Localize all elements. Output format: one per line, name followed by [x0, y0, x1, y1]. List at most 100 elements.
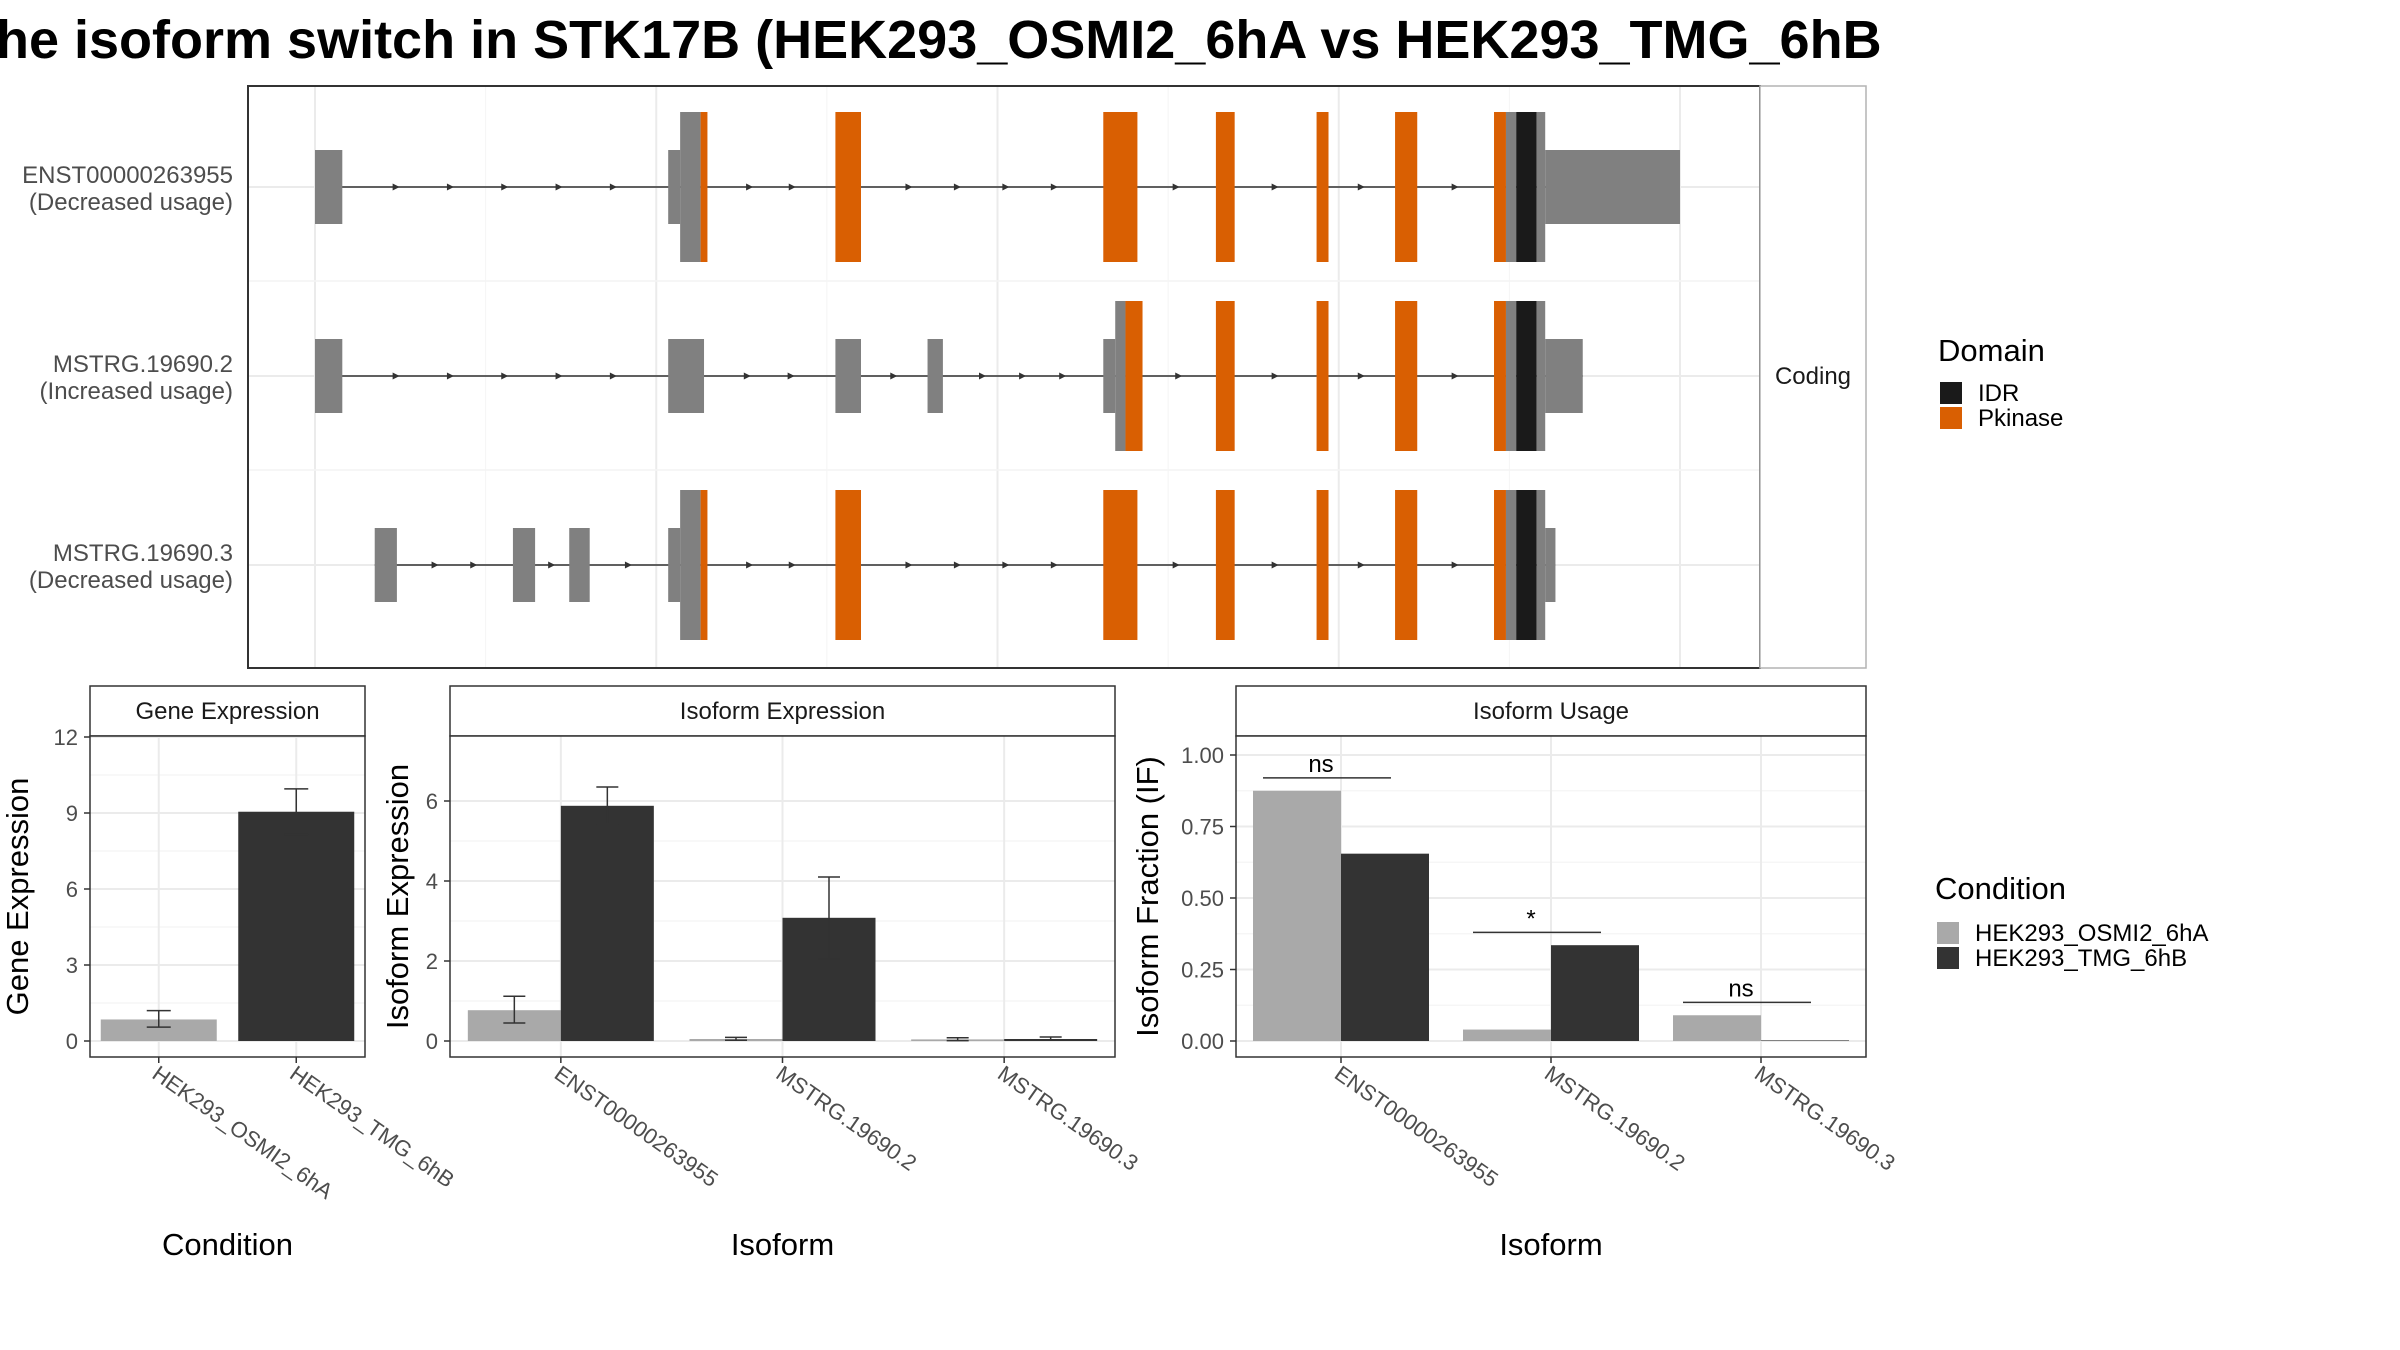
intron-arrow	[1002, 561, 1010, 569]
intron-arrow	[1451, 561, 1459, 569]
intron-arrow	[1002, 183, 1010, 191]
transcript-structure-panel: Coding	[247, 85, 1867, 669]
panel-title: Gene Expression	[135, 698, 319, 725]
domain-legend-title: Domain	[1938, 333, 2045, 368]
exon-utr	[512, 528, 536, 602]
y-tick-label: 2	[426, 949, 438, 974]
bar-HEK293_TMG_6hB-ENST00000263955	[1341, 853, 1429, 1041]
panel-strip	[449, 685, 1116, 737]
exon-cds	[680, 490, 701, 640]
exon-pk	[700, 490, 708, 640]
transcript-MSTRG.19690.3	[374, 490, 1556, 640]
exon-pk	[1103, 490, 1138, 640]
exon-utr	[835, 339, 861, 413]
exon-idr	[1516, 490, 1537, 640]
bar-HEK293_OSMI2_6hA-MSTRG.19690.3	[1673, 1015, 1761, 1041]
exon-cds	[1505, 490, 1517, 640]
intron-arrow	[392, 372, 400, 380]
structure-strip	[1759, 85, 1867, 669]
transcript-usage-label: (Decreased usage)	[29, 189, 233, 216]
exon-pk	[1215, 490, 1235, 640]
legend-label-idr: IDR	[1978, 380, 2019, 407]
y-tick-label: 6	[426, 789, 438, 814]
intron-arrow	[1019, 372, 1027, 380]
intron-arrow	[1357, 561, 1365, 569]
exon-pk	[1494, 112, 1506, 262]
y-tick-label: 0.00	[1181, 1029, 1224, 1054]
exon-cds	[1536, 301, 1546, 451]
significance-label: *	[1526, 905, 1535, 932]
y-axis-title: Isoform Fraction (IF)	[1130, 756, 1165, 1037]
y-axis-title: Gene Expression	[0, 778, 35, 1016]
y-tick-label: 0	[426, 1029, 438, 1054]
intron-arrow	[624, 561, 632, 569]
y-tick-label: 4	[426, 869, 438, 894]
intron-arrow	[446, 372, 454, 380]
exon-utr	[374, 528, 397, 602]
x-tick-label: MSTRG.19690.3	[1750, 1061, 1900, 1176]
transcript-usage-label: (Increased usage)	[40, 378, 233, 405]
exon-utr	[1545, 339, 1583, 413]
intron-arrow	[788, 183, 796, 191]
exon-pk	[1395, 112, 1418, 262]
intron-arrow	[501, 372, 509, 380]
exon-utr	[1103, 339, 1116, 413]
x-axis-title: Condition	[162, 1227, 293, 1262]
exon-utr	[1545, 150, 1680, 224]
intron-arrow	[555, 183, 563, 191]
legend-swatch-idr	[1940, 382, 1962, 404]
intron-arrow	[743, 372, 751, 380]
transcript-name-label: MSTRG.19690.2	[53, 351, 233, 378]
x-tick-label: MSTRG.19690.2	[772, 1061, 922, 1176]
intron-arrow	[1271, 183, 1279, 191]
exon-pk	[1215, 301, 1235, 451]
exon-utr	[315, 339, 343, 413]
y-tick-label: 3	[66, 953, 78, 978]
transcript-ENST00000263955	[315, 112, 1680, 262]
panel-strip	[1235, 685, 1867, 737]
intron-arrow	[1271, 372, 1279, 380]
y-tick-label: 0.50	[1181, 886, 1224, 911]
figure-title: he isoform switch in STK17B (HEK293_OSMI…	[0, 10, 1882, 70]
exon-pk	[1494, 490, 1506, 640]
isoform-expression-panel: Isoform Expression 0 2 4 6 ENST00000263955 MST…	[380, 685, 1143, 1262]
y-tick-label: 1.00	[1181, 743, 1224, 768]
exon-pk	[700, 112, 708, 262]
exon-cds	[1536, 112, 1546, 262]
intron-arrow	[470, 561, 478, 569]
intron-arrow	[905, 561, 913, 569]
bar-HEK293_OSMI2_6hA-MSTRG.19690.2	[1463, 1029, 1551, 1041]
y-tick-label: 0.25	[1181, 958, 1224, 983]
legend-label-cond-b: HEK293_TMG_6hB	[1975, 945, 2187, 972]
intron-arrow	[1050, 183, 1058, 191]
intron-arrow	[978, 372, 986, 380]
exon-cds	[1505, 112, 1517, 262]
intron-arrow	[953, 183, 961, 191]
transcript-name-label: MSTRG.19690.3	[53, 540, 233, 567]
intron-arrow	[746, 561, 754, 569]
exon-cds	[680, 112, 701, 262]
intron-arrow	[787, 372, 795, 380]
exon-cds	[1115, 301, 1126, 451]
exon-cds	[1505, 301, 1517, 451]
panel-border	[89, 735, 366, 1058]
intron-arrow	[1357, 183, 1365, 191]
transcript-usage-label: (Decreased usage)	[29, 567, 233, 594]
exon-utr	[1545, 528, 1556, 602]
exon-pk	[1316, 301, 1329, 451]
exon-pk	[1316, 112, 1329, 262]
y-axis-title: Isoform Expression	[380, 764, 415, 1029]
isoform-usage-panel: Isoform Usage 0.00 0.25 0.50 0.75 1.00 ns * ns EN…	[1130, 685, 1900, 1262]
exon-pk	[835, 490, 861, 640]
intron-arrow	[609, 183, 617, 191]
exon-cds	[1536, 490, 1546, 640]
intron-arrow	[1172, 183, 1180, 191]
legend-swatch-cond-b	[1937, 947, 1959, 969]
significance-label: ns	[1728, 975, 1753, 1002]
bar-HEK293_TMG_6hB	[238, 811, 355, 1041]
condition-legend-title: Condition	[1935, 871, 2066, 906]
panel-strip	[89, 685, 366, 737]
y-tick-label: 12	[54, 725, 78, 750]
intron-arrow	[953, 561, 961, 569]
